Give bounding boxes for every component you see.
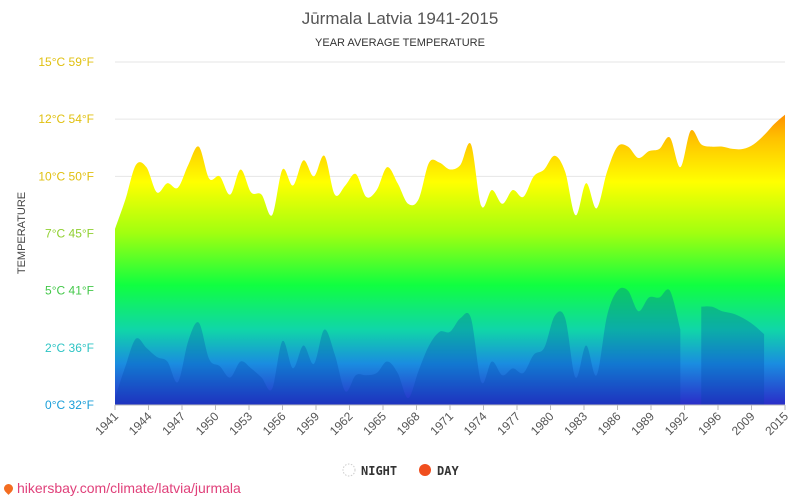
night-legend-label: NIGHT bbox=[361, 464, 397, 478]
y-tick-label: 7°C 45°F bbox=[45, 227, 94, 241]
day-legend-marker bbox=[419, 464, 431, 476]
chart-subtitle: YEAR AVERAGE TEMPERATURE bbox=[315, 37, 485, 49]
legend-item-night[interactable]: NIGHT bbox=[342, 463, 397, 478]
night-area bbox=[115, 287, 765, 405]
x-tick-label: 1944 bbox=[126, 409, 155, 438]
y-tick-label: 0°C 32°F bbox=[45, 398, 94, 412]
y-axis-label: TEMPERATURE bbox=[16, 192, 28, 274]
location-pin-icon bbox=[2, 482, 15, 495]
y-tick-label: 5°C 41°F bbox=[45, 284, 94, 298]
x-tick-label: 1992 bbox=[662, 409, 691, 438]
x-tick-label: 1959 bbox=[293, 409, 322, 438]
y-tick-label: 15°C 59°F bbox=[38, 55, 94, 69]
x-tick-label: 1971 bbox=[427, 409, 456, 438]
x-tick-label: 2009 bbox=[729, 409, 758, 438]
x-tick-label: 2015 bbox=[762, 409, 791, 438]
x-tick-label: 1980 bbox=[528, 409, 557, 438]
x-tick-label: 1996 bbox=[695, 409, 724, 438]
x-tick-label: 1983 bbox=[561, 409, 590, 438]
x-tick-label: 1974 bbox=[461, 409, 490, 438]
chart-title: Jūrmala Latvia 1941-2015 bbox=[302, 9, 499, 28]
y-tick-label: 12°C 54°F bbox=[38, 112, 94, 126]
source-link[interactable]: hikersbay.com/climate/latvia/jurmala bbox=[2, 480, 241, 496]
x-tick-label: 1947 bbox=[159, 409, 188, 438]
x-axis-ticks: 1941 1944 1947 1950 1953 1956 1959 1962 1965 1968… bbox=[92, 405, 791, 438]
x-tick-label: 1956 bbox=[260, 409, 289, 438]
x-tick-label: 1962 bbox=[327, 409, 356, 438]
night-legend-marker bbox=[342, 463, 356, 477]
x-tick-label: 1989 bbox=[628, 409, 657, 438]
y-axis-ticks: 0°C 32°F 2°C 36°F 5°C 41°F 7°C 45°F 10°C 50°… bbox=[38, 55, 94, 412]
x-tick-label: 1968 bbox=[394, 409, 423, 438]
x-tick-label: 1965 bbox=[360, 409, 389, 438]
day-legend-label: DAY bbox=[437, 464, 459, 478]
legend-item-day[interactable]: DAY bbox=[419, 464, 459, 478]
x-tick-label: 1986 bbox=[595, 409, 624, 438]
y-tick-label: 2°C 36°F bbox=[45, 341, 94, 355]
legend: NIGHT DAY bbox=[342, 463, 459, 478]
x-tick-label: 1950 bbox=[193, 409, 222, 438]
source-text: hikersbay.com/climate/latvia/jurmala bbox=[17, 480, 241, 496]
x-tick-label: 1953 bbox=[226, 409, 255, 438]
night-area-segment bbox=[701, 306, 765, 405]
y-tick-label: 10°C 50°F bbox=[38, 169, 94, 183]
x-tick-label: 1977 bbox=[494, 409, 523, 438]
night-area-segment bbox=[115, 287, 681, 405]
x-tick-label: 1941 bbox=[92, 409, 121, 438]
